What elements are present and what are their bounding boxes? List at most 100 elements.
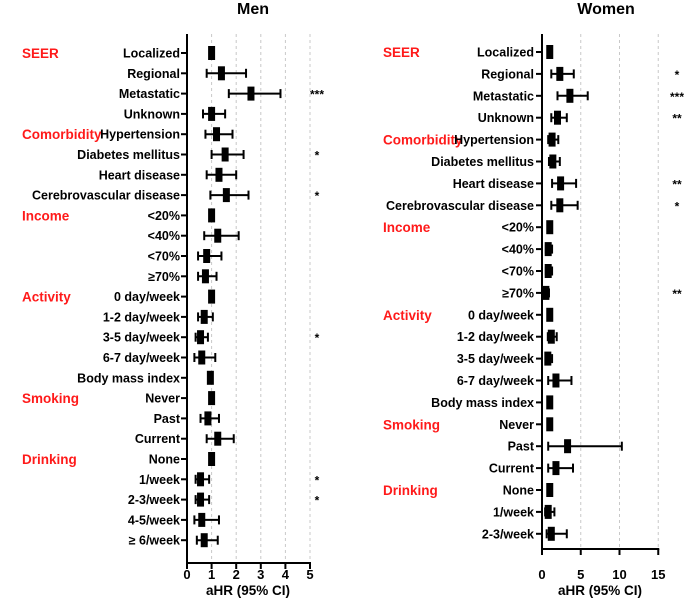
row-label: 1-2 day/week xyxy=(457,330,534,344)
row-label: Diabetes mellitus xyxy=(77,148,180,162)
men-forest-panel: Men 0 1 2 3 4 5 aHR (95% CI) SEER Comorbidity Inco… xyxy=(22,1,324,598)
x-tick-label: 0 xyxy=(183,567,190,582)
hr-point-marker xyxy=(204,411,212,426)
row-label: Heart disease xyxy=(99,168,180,182)
significance-stars: ** xyxy=(672,112,682,126)
x-axis-title: aHR (95% CI) xyxy=(558,583,642,598)
significance-stars: * xyxy=(315,473,320,487)
hr-point-marker xyxy=(544,351,552,366)
row-label: Metastatic xyxy=(119,87,180,101)
row-label: 2-3/week xyxy=(482,527,534,541)
x-tick-label: 0 xyxy=(538,567,545,582)
row-label: 6-7 day/week xyxy=(103,351,180,365)
hr-point-marker xyxy=(546,395,554,410)
row-label: Body mass index xyxy=(77,371,180,385)
row-label: ≥70% xyxy=(502,286,534,300)
hr-point-marker xyxy=(222,188,230,203)
row-label: Metastatic xyxy=(473,89,534,103)
row-label: 2-3/week xyxy=(128,493,180,507)
row-label: Past xyxy=(508,440,535,454)
hr-point-marker xyxy=(221,147,229,162)
hr-point-marker xyxy=(208,289,216,304)
row-label: 6-7 day/week xyxy=(457,374,534,388)
x-tick-label: 3 xyxy=(257,567,264,582)
row-label: Cerebrovascular disease xyxy=(386,199,534,213)
chart-title: Men xyxy=(237,1,269,18)
hr-point-marker xyxy=(208,106,216,121)
significance-stars: *** xyxy=(670,90,684,104)
row-label: Never xyxy=(499,418,534,432)
hr-point-marker xyxy=(556,198,564,213)
category-label: Comorbidity xyxy=(22,127,102,142)
row-label: 1/week xyxy=(493,505,534,519)
hr-point-marker xyxy=(544,504,552,519)
row-label: 1/week xyxy=(139,473,180,487)
hr-point-marker xyxy=(203,249,211,263)
hr-point-marker xyxy=(542,285,550,300)
significance-stars: *** xyxy=(310,88,324,102)
hr-point-marker xyxy=(201,269,209,284)
row-label: 3-5 day/week xyxy=(103,331,180,345)
row-label: ≥ 6/week xyxy=(129,534,180,548)
row-label: 1-2 day/week xyxy=(103,310,180,324)
x-tick-label: 5 xyxy=(306,567,313,582)
hr-point-marker xyxy=(198,512,206,527)
hr-point-marker xyxy=(200,533,208,548)
x-tick-label: 2 xyxy=(233,567,240,582)
x-tick-label: 1 xyxy=(208,567,215,582)
significance-stars: ** xyxy=(672,287,682,301)
hr-point-marker xyxy=(546,307,554,322)
row-label: Hypertension xyxy=(100,128,180,142)
category-label: SEER xyxy=(22,46,59,61)
chart-title: Women xyxy=(577,1,634,18)
row-label: Body mass index xyxy=(431,396,534,410)
hr-point-marker xyxy=(556,66,564,81)
hr-point-marker xyxy=(566,88,574,103)
significance-stars: * xyxy=(315,494,320,508)
hr-point-marker xyxy=(214,228,222,243)
x-tick-label: 5 xyxy=(577,567,584,582)
category-label: Income xyxy=(22,208,70,223)
hr-point-marker xyxy=(544,264,552,278)
hr-point-marker xyxy=(197,472,205,487)
row-label: Localized xyxy=(123,47,180,61)
hr-point-marker xyxy=(198,350,206,365)
row-label: <70% xyxy=(502,265,534,279)
x-tick-label: 15 xyxy=(651,567,665,582)
hr-point-marker xyxy=(546,483,554,497)
category-label: Income xyxy=(383,220,431,235)
category-label: Activity xyxy=(22,290,71,305)
row-label: 0 day/week xyxy=(114,290,180,304)
hr-point-marker xyxy=(208,452,216,466)
x-tick-label: 10 xyxy=(612,567,626,582)
category-label: Drinking xyxy=(22,452,77,467)
hr-point-marker xyxy=(547,329,555,344)
hr-point-marker xyxy=(213,127,221,142)
hr-point-marker xyxy=(546,45,554,59)
category-label: Drinking xyxy=(383,483,438,498)
hr-point-marker xyxy=(547,526,555,541)
hr-point-marker xyxy=(197,492,205,507)
row-label: ≥70% xyxy=(148,270,180,284)
hr-point-marker xyxy=(197,330,205,345)
category-label: Smoking xyxy=(22,391,79,406)
row-label: Unknown xyxy=(478,111,534,125)
row-label: 3-5 day/week xyxy=(457,352,534,366)
category-label: SEER xyxy=(383,45,420,60)
row-label: <20% xyxy=(148,209,180,223)
significance-stars: * xyxy=(315,189,320,203)
hr-point-marker xyxy=(548,132,556,147)
row-label: 0 day/week xyxy=(468,308,534,322)
significance-stars: * xyxy=(675,68,680,82)
category-label: Smoking xyxy=(383,417,440,432)
hr-point-marker xyxy=(215,167,223,182)
hr-point-marker xyxy=(554,110,561,125)
hr-point-marker xyxy=(546,220,554,235)
hr-point-marker xyxy=(564,439,572,454)
hr-point-marker xyxy=(208,46,216,60)
row-label: Regional xyxy=(127,67,180,81)
hr-point-marker xyxy=(200,309,208,324)
row-label: Heart disease xyxy=(453,177,534,191)
x-axis-title: aHR (95% CI) xyxy=(206,583,290,598)
